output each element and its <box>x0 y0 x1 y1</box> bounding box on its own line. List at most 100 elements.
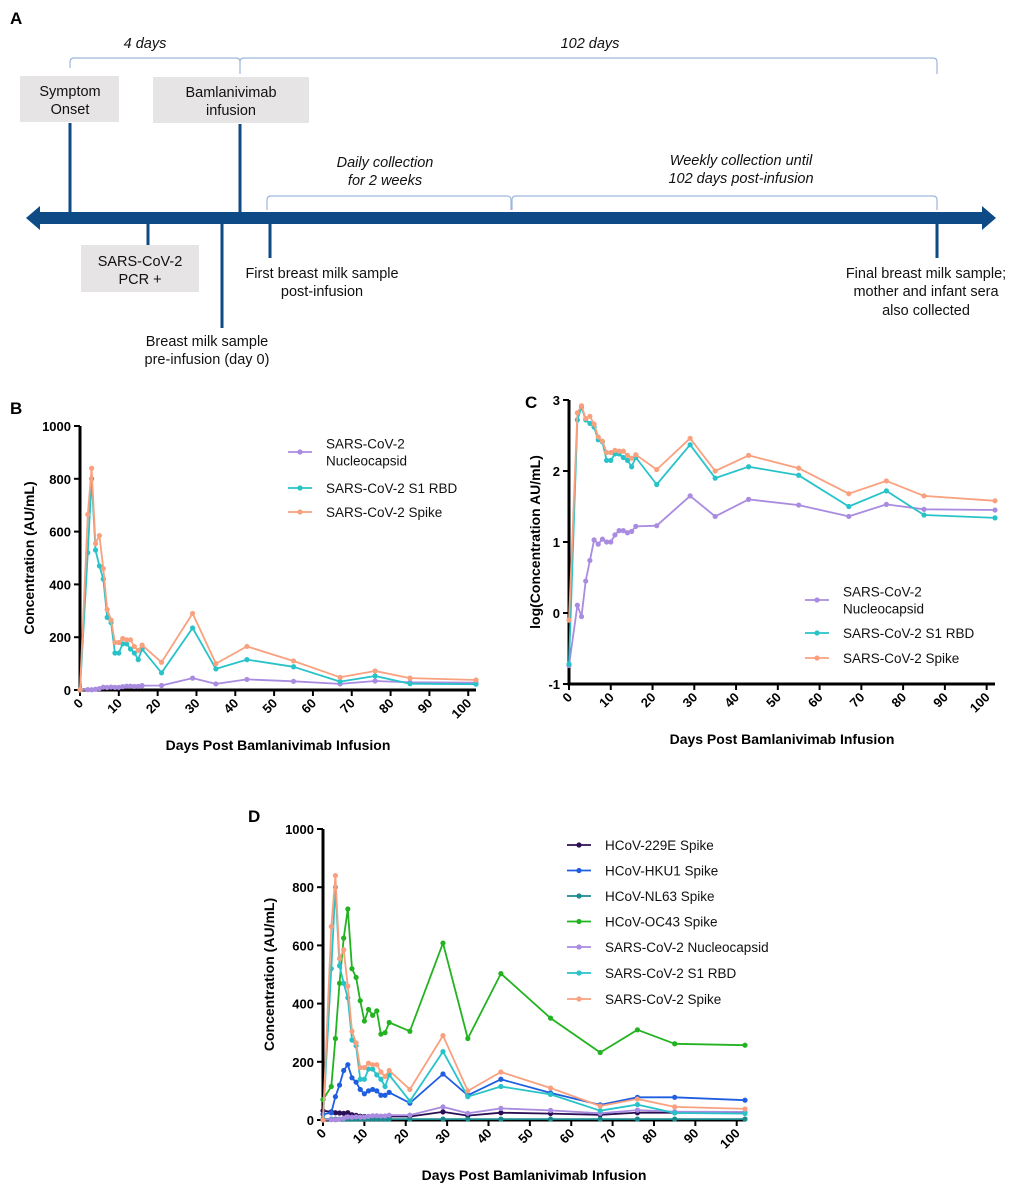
data-point-hcov-hku1-spike <box>498 1076 504 1082</box>
y-axis-label: Concentration (AU/mL) <box>21 481 37 634</box>
series-line-sars-cov-2-spike <box>568 404 996 621</box>
data-point-sars-cov-2-s1-rbd <box>407 681 413 687</box>
data-point-hcov-hku1-spike <box>382 1092 388 1098</box>
data-point-sars-cov-2-s1-rbd <box>440 1049 446 1055</box>
x-tick-label: 70 <box>598 1126 619 1147</box>
data-point-sars-cov-2-nucleocapsid <box>745 496 752 502</box>
legend-label: SARS-CoV-2 S1 RBD <box>326 481 458 496</box>
x-tick-label: 0 <box>70 696 86 712</box>
data-point-sars-cov-2-nucleocapsid <box>123 683 130 689</box>
data-point-sars-cov-2-nucleocapsid <box>587 557 593 564</box>
data-point-sars-cov-2-spike <box>597 1103 603 1109</box>
x-tick-label: 30 <box>680 690 701 711</box>
y-tick-label: 0 <box>64 683 71 698</box>
data-point-sars-cov-2-spike <box>112 639 118 646</box>
data-point-sars-cov-2-s1-rbd <box>336 963 343 969</box>
data-point-sars-cov-2-spike <box>407 675 413 681</box>
data-point-sars-cov-2-s1-rbd <box>407 1098 413 1104</box>
data-point-sars-cov-2-spike <box>382 1073 388 1079</box>
data-point-hcov-nl63-spike <box>634 1116 641 1122</box>
data-point-sars-cov-2-nucleocapsid <box>465 1110 471 1116</box>
x-tick-label: 80 <box>888 690 909 711</box>
data-point-hcov-nl63-spike <box>386 1116 392 1122</box>
legend-swatch-marker <box>814 655 820 661</box>
data-point-sars-cov-2-nucleocapsid <box>633 523 639 529</box>
data-point-hcov-oc43-spike <box>386 1019 392 1026</box>
legend-label: SARS-CoV-2 <box>326 437 405 452</box>
x-tick-label: 80 <box>639 1126 660 1147</box>
data-point-sars-cov-2-spike <box>745 452 752 458</box>
x-tick-label: 70 <box>847 690 868 711</box>
data-point-sars-cov-2-s1-rbd <box>883 488 890 494</box>
data-point-sars-cov-2-spike <box>108 617 114 623</box>
legend-swatch-marker <box>297 509 303 515</box>
x-tick-label: 0 <box>313 1126 329 1142</box>
x-tick-label: 60 <box>805 690 826 711</box>
data-point-sars-cov-2-spike <box>578 403 585 409</box>
data-point-sars-cov-2-nucleocapsid <box>189 675 196 681</box>
y-axis-label: log(Concentration AU/mL) <box>527 455 543 629</box>
x-tick-label: 100 <box>967 690 993 716</box>
data-point-sars-cov-2-spike <box>883 478 890 484</box>
data-point-hcov-hku1-spike <box>672 1094 678 1100</box>
data-point-sars-cov-2-spike <box>603 449 610 456</box>
data-point-hcov-oc43-spike <box>672 1041 678 1047</box>
data-point-sars-cov-2-s1-rbd <box>349 1037 355 1043</box>
data-point-sars-cov-2-nucleocapsid <box>578 613 585 620</box>
data-point-sars-cov-2-nucleocapsid <box>213 681 219 687</box>
data-point-sars-cov-2-spike <box>620 448 626 454</box>
data-point-hcov-hku1-spike <box>365 1088 372 1094</box>
bracket-weekly <box>511 195 938 210</box>
y-tick-label: 600 <box>292 938 314 953</box>
y-tick-label: 2 <box>553 464 560 479</box>
data-point-sars-cov-2-spike <box>96 532 103 539</box>
data-point-hcov-hku1-spike <box>328 1110 334 1116</box>
data-point-hcov-oc43-spike <box>407 1028 413 1034</box>
data-point-sars-cov-2-nucleocapsid <box>89 687 95 693</box>
data-point-sars-cov-2-s1-rbd <box>104 614 110 621</box>
data-point-sars-cov-2-spike <box>921 493 927 499</box>
data-point-sars-cov-2-nucleocapsid <box>353 1114 359 1120</box>
data-point-hcov-hku1-spike <box>349 1075 355 1081</box>
data-point-hcov-hku1-spike <box>386 1089 392 1095</box>
data-point-sars-cov-2-s1-rbd <box>624 457 631 463</box>
data-point-sars-cov-2-spike <box>85 511 91 518</box>
data-point-sars-cov-2-spike <box>473 677 479 683</box>
data-point-sars-cov-2-spike <box>583 415 589 422</box>
data-point-sars-cov-2-spike <box>127 637 134 643</box>
data-point-sars-cov-2-spike <box>595 434 601 440</box>
legend-label: SARS-CoV-2 Nucleocapsid <box>605 940 769 955</box>
legend-swatch-marker <box>576 996 582 1002</box>
panel-label-b: B <box>10 399 22 418</box>
data-point-hcov-nl63-spike <box>440 1116 446 1122</box>
panel-a-timeline: A 4 days 102 days Symptom Onset Bamlaniv… <box>10 9 1006 368</box>
data-point-sars-cov-2-nucleocapsid <box>440 1104 446 1110</box>
data-point-sars-cov-2-spike <box>574 410 580 416</box>
data-point-sars-cov-2-spike <box>320 1117 326 1123</box>
data-point-sars-cov-2-s1-rbd <box>629 464 635 470</box>
data-point-hcov-oc43-spike <box>547 1015 554 1021</box>
data-point-sars-cov-2-spike <box>599 438 606 444</box>
data-point-sars-cov-2-spike <box>742 1106 748 1112</box>
data-point-sars-cov-2-s1-rbd <box>158 670 165 676</box>
data-point-sars-cov-2-spike <box>712 468 718 474</box>
data-point-sars-cov-2-nucleocapsid <box>120 684 126 690</box>
legend-swatch-marker <box>814 630 820 636</box>
x-tick-label: 40 <box>474 1126 495 1147</box>
data-point-sars-cov-2-s1-rbd <box>634 1101 641 1108</box>
data-point-sars-cov-2-spike <box>123 637 130 643</box>
data-point-sars-cov-2-s1-rbd <box>135 657 141 663</box>
data-point-sars-cov-2-s1-rbd <box>378 1076 384 1082</box>
legend-swatch-marker <box>297 449 303 455</box>
data-point-sars-cov-2-spike <box>139 642 145 648</box>
data-point-sars-cov-2-spike <box>370 1062 376 1068</box>
daily-collection-label-2: for 2 weeks <box>348 173 422 189</box>
data-point-sars-cov-2-spike <box>672 1104 678 1110</box>
data-point-sars-cov-2-spike <box>92 540 99 547</box>
data-point-sars-cov-2-nucleocapsid <box>127 683 134 689</box>
data-point-sars-cov-2-spike <box>796 465 802 471</box>
data-point-sars-cov-2-s1-rbd <box>547 1091 554 1097</box>
first-sample-label-1: First breast milk sample <box>245 266 398 282</box>
data-point-sars-cov-2-nucleocapsid <box>583 578 589 584</box>
data-point-hcov-oc43-spike <box>365 1006 372 1013</box>
